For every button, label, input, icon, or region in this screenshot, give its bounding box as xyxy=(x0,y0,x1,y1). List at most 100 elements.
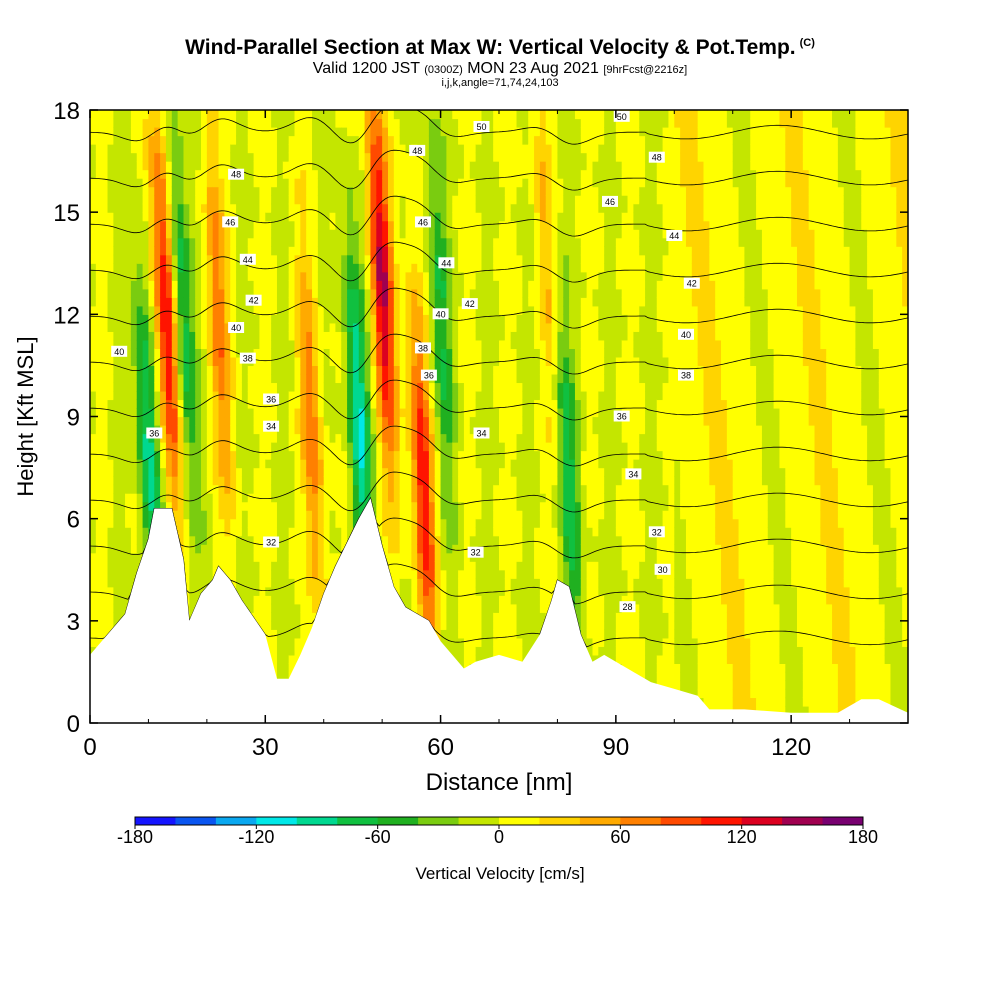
velocity-cell xyxy=(294,578,301,588)
velocity-cell xyxy=(329,416,336,426)
velocity-cell xyxy=(107,110,114,120)
velocity-cell xyxy=(294,552,301,562)
velocity-cell xyxy=(236,484,243,494)
velocity-cell xyxy=(265,382,272,392)
velocity-cell xyxy=(136,169,144,179)
velocity-cell xyxy=(405,484,412,494)
velocity-cell xyxy=(90,612,97,622)
velocity-cell xyxy=(125,467,132,477)
velocity-cell xyxy=(434,459,442,469)
velocity-cell xyxy=(364,195,372,205)
velocity-cell xyxy=(335,459,342,469)
velocity-cell xyxy=(352,263,360,273)
velocity-cell xyxy=(276,135,284,145)
velocity-cell xyxy=(253,407,261,418)
velocity-cell xyxy=(458,118,465,128)
velocity-cell xyxy=(370,442,377,452)
velocity-cell xyxy=(230,407,237,418)
velocity-cell xyxy=(463,637,471,647)
velocity-cell xyxy=(259,493,266,503)
velocity-cell xyxy=(393,195,401,205)
velocity-cell xyxy=(294,254,301,264)
velocity-cell xyxy=(101,280,109,290)
velocity-cell xyxy=(428,552,436,562)
velocity-cell xyxy=(265,518,272,528)
velocity-cell xyxy=(487,254,494,264)
velocity-cell xyxy=(165,203,173,213)
velocity-cell xyxy=(201,578,208,588)
velocity-cell xyxy=(481,484,488,494)
velocity-cell xyxy=(452,552,459,562)
velocity-cell xyxy=(423,407,430,418)
velocity-cell xyxy=(352,135,360,145)
velocity-cell xyxy=(317,467,325,477)
velocity-cell xyxy=(136,382,144,392)
velocity-cell xyxy=(399,484,407,494)
velocity-cell xyxy=(230,561,237,571)
velocity-cell xyxy=(446,135,453,145)
velocity-cell xyxy=(463,501,471,511)
velocity-cell xyxy=(101,212,109,222)
velocity-cell xyxy=(265,297,272,307)
velocity-cell xyxy=(288,510,296,520)
velocity-cell xyxy=(130,561,138,571)
velocity-cell xyxy=(241,373,249,384)
velocity-cell xyxy=(113,297,120,307)
velocity-cell xyxy=(160,110,167,120)
velocity-cell xyxy=(347,356,354,367)
velocity-cell xyxy=(195,510,202,520)
velocity-cell xyxy=(201,220,208,230)
velocity-cell xyxy=(142,186,150,196)
velocity-cell xyxy=(405,586,412,596)
velocity-cell xyxy=(282,484,290,494)
velocity-cell xyxy=(230,535,237,545)
velocity-cell xyxy=(469,195,477,205)
velocity-cell xyxy=(423,356,430,367)
velocity-cell xyxy=(101,365,109,375)
velocity-cell xyxy=(160,212,167,222)
velocity-cell xyxy=(259,280,266,290)
velocity-cell xyxy=(487,339,494,349)
velocity-cell xyxy=(183,339,190,349)
velocity-cell xyxy=(259,586,266,596)
velocity-cell xyxy=(160,459,167,469)
velocity-cell xyxy=(317,152,325,162)
velocity-cell xyxy=(282,110,290,120)
velocity-cell xyxy=(148,144,155,154)
velocity-cell xyxy=(370,373,377,384)
velocity-cell xyxy=(475,135,483,145)
velocity-cell xyxy=(288,535,296,545)
velocity-cell xyxy=(212,433,220,443)
velocity-cell xyxy=(317,305,325,315)
velocity-cell xyxy=(323,110,331,120)
velocity-cell xyxy=(341,348,348,358)
velocity-cell xyxy=(206,254,214,264)
velocity-cell xyxy=(230,246,237,256)
velocity-cell xyxy=(107,390,114,401)
velocity-cell xyxy=(183,535,190,545)
velocity-cell xyxy=(428,535,436,545)
velocity-cell xyxy=(300,416,307,426)
velocity-cell xyxy=(154,127,161,137)
velocity-cell xyxy=(247,144,255,154)
velocity-cell xyxy=(393,127,401,137)
velocity-cell xyxy=(288,271,296,281)
velocity-cell xyxy=(347,203,354,213)
velocity-cell xyxy=(113,416,120,426)
velocity-cell xyxy=(113,510,120,520)
velocity-cell xyxy=(323,280,331,290)
velocity-cell xyxy=(452,493,459,503)
velocity-cell xyxy=(241,510,249,520)
velocity-cell xyxy=(171,314,179,324)
velocity-cell xyxy=(405,314,412,324)
velocity-cell xyxy=(130,442,138,452)
velocity-cell xyxy=(376,322,383,332)
velocity-cell xyxy=(323,271,331,281)
velocity-cell xyxy=(341,484,348,494)
velocity-cell xyxy=(376,135,383,145)
velocity-cell xyxy=(405,356,412,367)
velocity-cell xyxy=(171,510,179,520)
velocity-cell xyxy=(276,493,284,503)
velocity-cell xyxy=(241,135,249,145)
velocity-cell xyxy=(282,178,290,188)
